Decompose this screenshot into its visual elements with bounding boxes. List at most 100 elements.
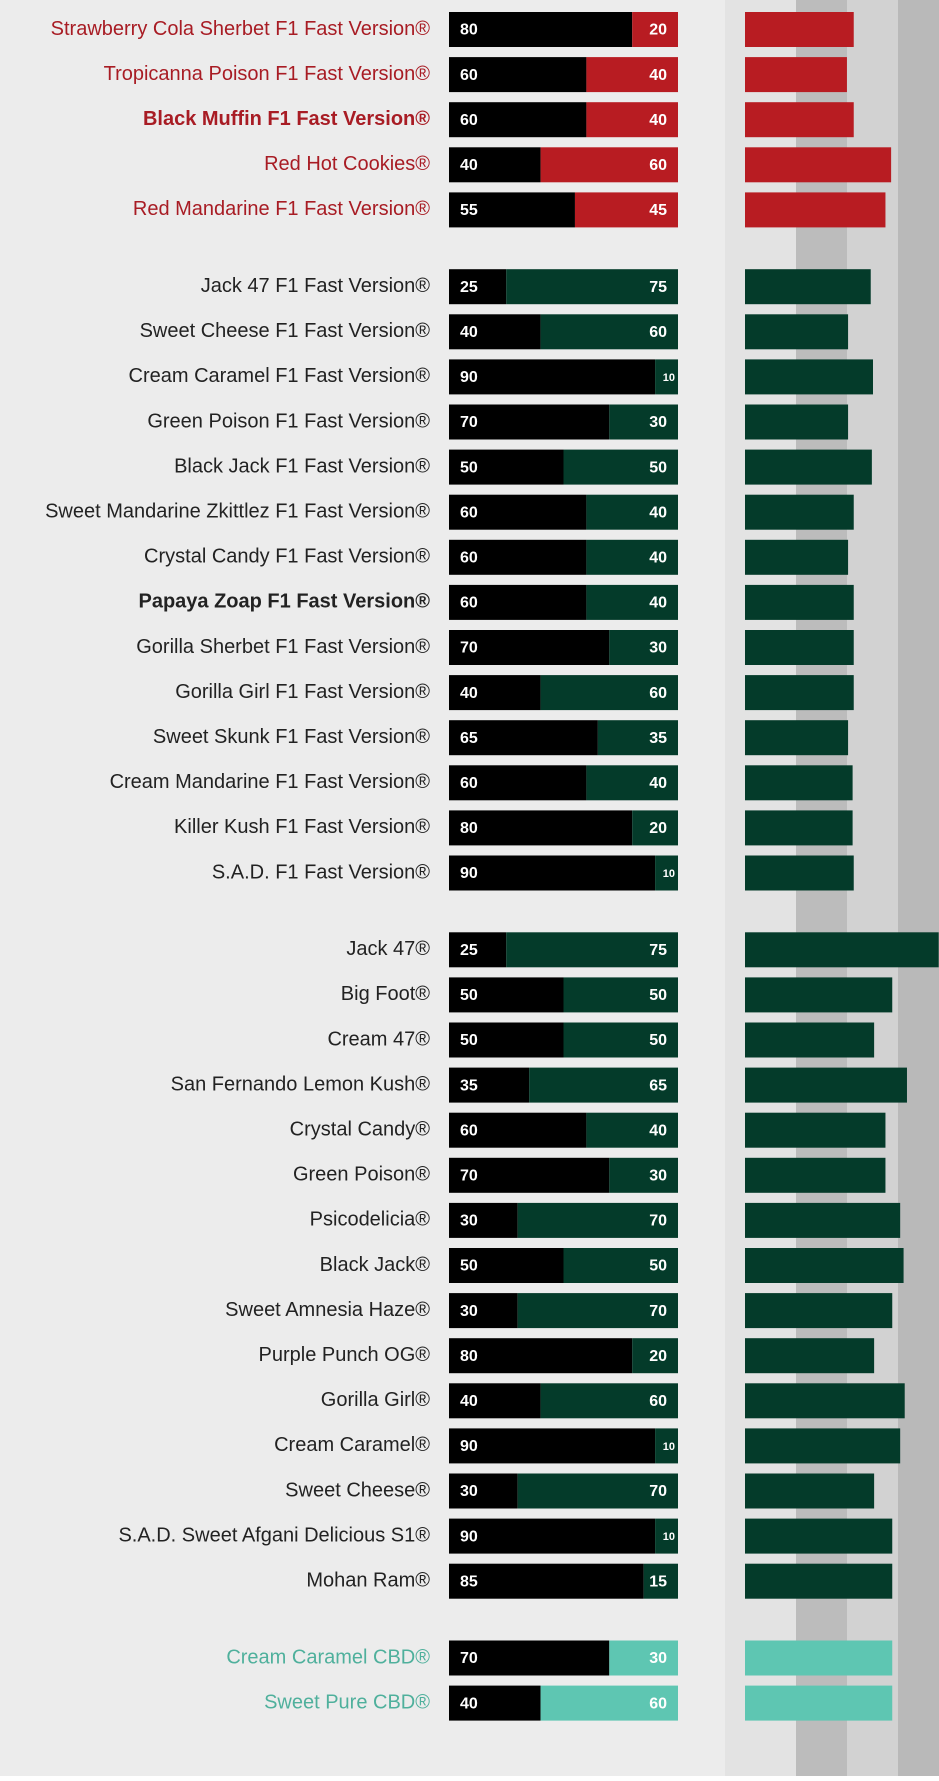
strain-name: Green Poison® xyxy=(293,1164,430,1186)
length-bar xyxy=(745,359,873,394)
value-label: 80 xyxy=(460,820,478,837)
length-bar xyxy=(745,720,848,755)
value-label: 50 xyxy=(649,459,667,476)
strain-name: Cream Mandarine F1 Fast Version® xyxy=(110,771,431,793)
bar-segment xyxy=(449,1564,644,1599)
length-bar xyxy=(745,765,853,800)
value-label: 25 xyxy=(460,942,478,959)
strain-name: Gorilla Girl F1 Fast Version® xyxy=(175,681,430,703)
strain-name: Crystal Candy® xyxy=(290,1118,431,1140)
bar-segment xyxy=(449,359,655,394)
length-bar xyxy=(745,450,872,485)
length-bar xyxy=(745,1338,874,1373)
background-stripe xyxy=(898,0,939,1776)
value-label: 75 xyxy=(649,279,667,296)
strain-name: Green Poison F1 Fast Version® xyxy=(147,410,430,432)
background-stripe xyxy=(847,0,898,1776)
length-bar xyxy=(745,1564,892,1599)
strain-name: Cream Caramel F1 Fast Version® xyxy=(129,365,431,387)
length-bar xyxy=(745,856,854,891)
strain-name: Black Jack® xyxy=(320,1254,431,1276)
strain-name: S.A.D. F1 Fast Version® xyxy=(212,861,430,883)
length-bar xyxy=(745,1248,904,1283)
value-label: 60 xyxy=(460,112,478,129)
value-label: 40 xyxy=(460,685,478,702)
value-label: 30 xyxy=(460,1303,478,1320)
strain-name: Cream Caramel® xyxy=(274,1434,430,1456)
strain-name: Sweet Mandarine Zkittlez F1 Fast Version… xyxy=(45,500,430,522)
value-label: 60 xyxy=(460,1122,478,1139)
value-label: 10 xyxy=(663,372,675,384)
length-bar xyxy=(745,540,848,575)
strain-name: San Fernando Lemon Kush® xyxy=(171,1073,431,1095)
value-label: 60 xyxy=(649,1695,667,1712)
strain-name: Gorilla Girl® xyxy=(321,1389,430,1411)
value-label: 50 xyxy=(460,1258,478,1275)
length-bar xyxy=(745,932,939,967)
strain-name: Sweet Cheese® xyxy=(285,1479,430,1501)
value-label: 70 xyxy=(460,1168,478,1185)
value-label: 40 xyxy=(649,595,667,612)
strain-name: Big Foot® xyxy=(341,983,430,1005)
value-label: 30 xyxy=(649,1168,667,1185)
strain-name: Killer Kush F1 Fast Version® xyxy=(174,816,430,838)
value-label: 90 xyxy=(460,1528,478,1545)
value-label: 60 xyxy=(460,67,478,84)
strain-name: Crystal Candy F1 Fast Version® xyxy=(144,546,430,568)
value-label: 30 xyxy=(649,640,667,657)
value-label: 40 xyxy=(649,67,667,84)
value-label: 30 xyxy=(460,1213,478,1230)
value-label: 10 xyxy=(663,868,675,880)
value-label: 70 xyxy=(649,1483,667,1500)
strain-name: Sweet Cheese F1 Fast Version® xyxy=(140,320,431,342)
value-label: 35 xyxy=(460,1077,478,1094)
value-label: 40 xyxy=(649,112,667,129)
strain-name: Red Hot Cookies® xyxy=(264,153,430,175)
strain-name: Black Jack F1 Fast Version® xyxy=(174,455,430,477)
value-label: 55 xyxy=(460,202,478,219)
value-label: 40 xyxy=(460,1695,478,1712)
value-label: 25 xyxy=(460,279,478,296)
bar-segment xyxy=(609,630,678,665)
length-bar xyxy=(745,1068,907,1103)
value-label: 80 xyxy=(460,1348,478,1365)
strain-name: S.A.D. Sweet Afgani Delicious S1® xyxy=(118,1524,430,1546)
value-label: 15 xyxy=(649,1573,667,1590)
value-label: 60 xyxy=(460,550,478,567)
value-label: 40 xyxy=(649,1122,667,1139)
value-label: 50 xyxy=(649,1032,667,1049)
value-label: 45 xyxy=(649,202,667,219)
length-bar xyxy=(745,57,847,92)
value-label: 10 xyxy=(663,1531,675,1543)
strain-name: Papaya Zoap F1 Fast Version® xyxy=(138,591,430,613)
value-label: 20 xyxy=(649,820,667,837)
length-bar xyxy=(745,147,891,182)
value-label: 65 xyxy=(460,730,478,747)
length-bar xyxy=(745,495,854,530)
value-label: 30 xyxy=(649,1650,667,1667)
bar-segment xyxy=(609,405,678,440)
length-bar xyxy=(745,1383,905,1418)
strain-name: Cream Caramel CBD® xyxy=(226,1646,430,1668)
bar-segment xyxy=(609,1158,678,1193)
value-label: 65 xyxy=(649,1077,667,1094)
length-bar xyxy=(745,1023,874,1058)
length-bar xyxy=(745,1158,885,1193)
value-label: 60 xyxy=(649,685,667,702)
strain-name: Sweet Pure CBD® xyxy=(264,1691,430,1713)
length-bar xyxy=(745,675,854,710)
bar-segment xyxy=(449,1428,655,1463)
value-label: 60 xyxy=(649,324,667,341)
length-bar xyxy=(745,1293,892,1328)
value-label: 50 xyxy=(460,987,478,1004)
value-label: 40 xyxy=(649,775,667,792)
value-label: 60 xyxy=(460,595,478,612)
length-bar xyxy=(745,405,848,440)
length-bar xyxy=(745,1203,900,1238)
strain-name: Sweet Skunk F1 Fast Version® xyxy=(153,726,430,748)
length-bar xyxy=(745,269,871,304)
value-label: 70 xyxy=(460,640,478,657)
strain-name: Cream 47® xyxy=(327,1028,430,1050)
length-bar xyxy=(745,1428,900,1463)
length-bar xyxy=(745,192,885,227)
